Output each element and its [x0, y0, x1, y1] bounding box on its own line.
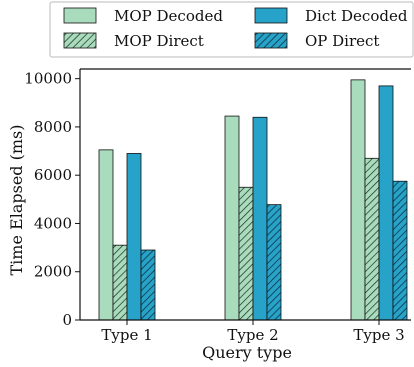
bar-mop-direct-type-3 — [364, 157, 380, 321]
y-axis-label: Time Elapsed (ms) — [7, 125, 26, 276]
bar-op-direct-type-2 — [266, 204, 282, 321]
legend-entry-dict-decoded: Dict Decoded — [254, 7, 408, 25]
bar-mop-decoded-type-1 — [98, 149, 114, 321]
bar-mop-direct-type-1 — [112, 244, 128, 321]
bar-dict-decoded-type-1 — [126, 153, 142, 321]
bar-mop-decoded-type-2 — [224, 115, 240, 321]
legend-swatch-mop-direct — [63, 32, 97, 49]
y-tick-label-0: 0 — [62, 311, 72, 329]
x-axis-label: Query type — [202, 343, 292, 362]
bar-dict-decoded-type-2 — [252, 116, 268, 321]
y-tick-label-2000: 2000 — [34, 263, 72, 281]
legend-swatch-dict-decoded — [254, 7, 288, 24]
legend-label-dict-decoded: Dict Decoded — [305, 7, 408, 25]
legend-entry-mop-direct: MOP Direct — [63, 32, 204, 50]
legend-swatch-op-direct — [254, 32, 288, 49]
bar-op-direct-type-1 — [140, 249, 156, 321]
x-tick-label-type-1: Type 1 — [101, 326, 152, 344]
bars — [98, 79, 408, 321]
y-tick-label-10000: 10000 — [24, 70, 72, 88]
bar-mop-decoded-type-3 — [350, 79, 366, 321]
x-tick-label-type-2: Type 2 — [227, 326, 278, 344]
legend-label-mop-direct: MOP Direct — [114, 32, 204, 50]
legend: MOP Decoded Dict Decoded MOP Direct OP D… — [49, 1, 414, 58]
axes: 0 2000 4000 6000 8000 10000 Type 1 Type 2 Type 3 — [24, 68, 411, 344]
legend-swatch-mop-decoded — [63, 7, 97, 24]
y-tick-label-6000: 6000 — [34, 166, 72, 184]
x-tick-label-type-3: Type 3 — [353, 326, 404, 344]
legend-label-op-direct: OP Direct — [305, 32, 379, 50]
bar-dict-decoded-type-3 — [378, 85, 394, 321]
y-tick-label-8000: 8000 — [34, 118, 72, 136]
legend-frame — [49, 1, 414, 58]
legend-entry-mop-decoded: MOP Decoded — [63, 7, 223, 25]
bar-mop-direct-type-2 — [238, 186, 254, 321]
bar-op-direct-type-3 — [392, 180, 408, 321]
legend-entry-op-direct: OP Direct — [254, 32, 379, 50]
y-tick-label-4000: 4000 — [34, 214, 72, 232]
legend-label-mop-decoded: MOP Decoded — [114, 7, 223, 25]
